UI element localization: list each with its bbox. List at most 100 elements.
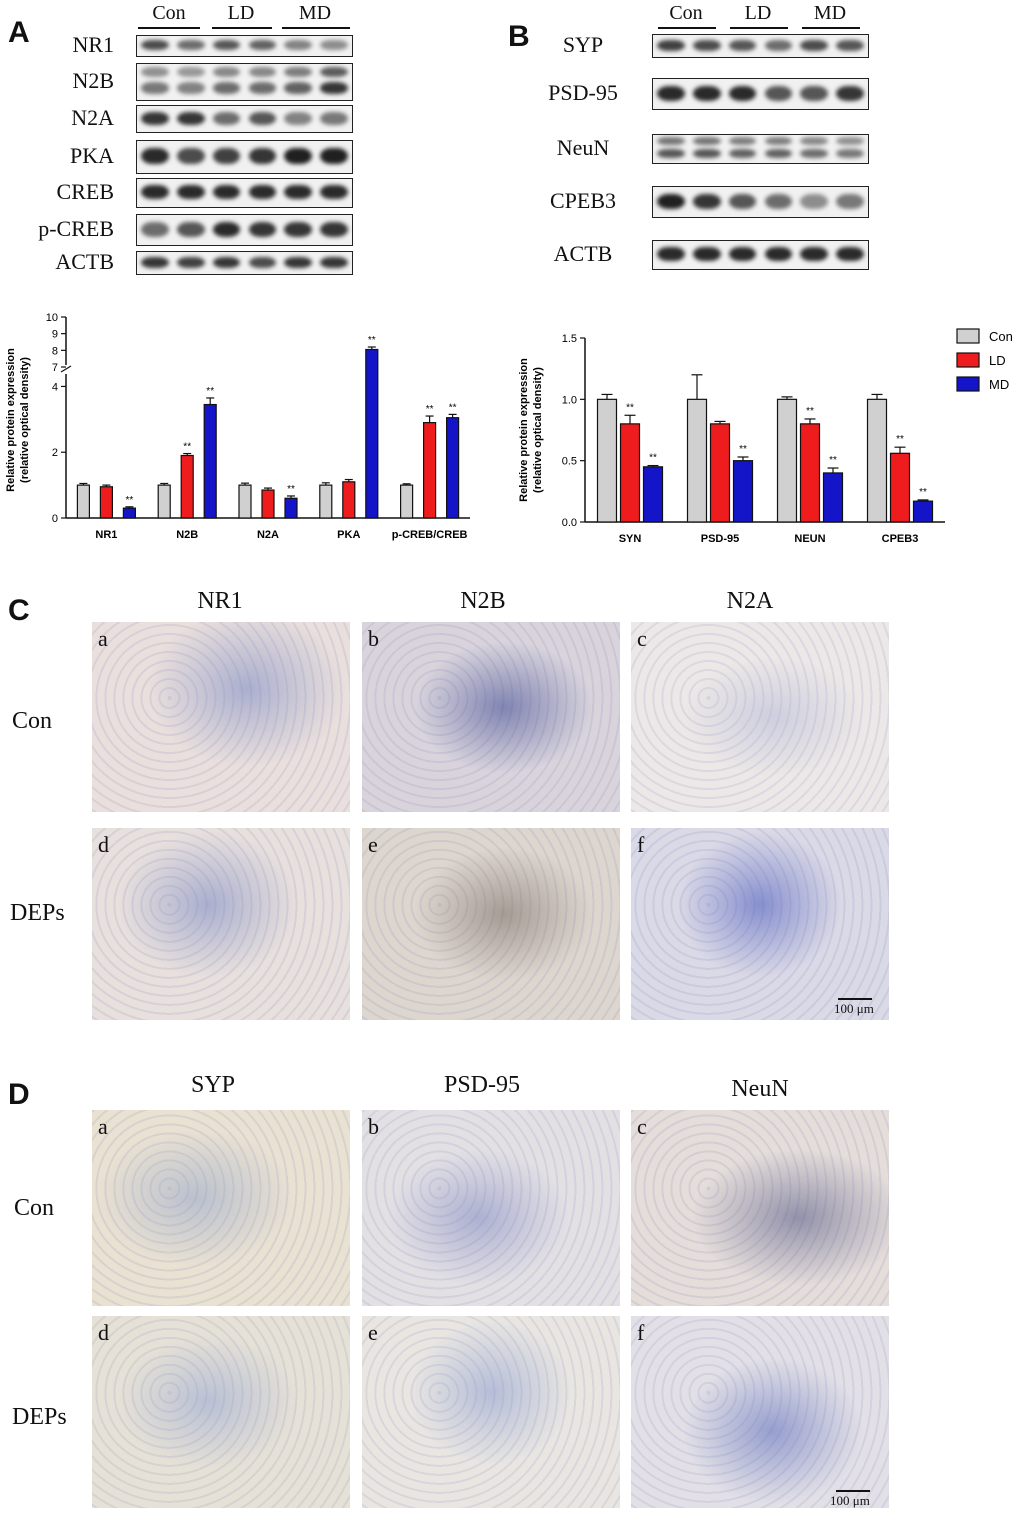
blot-band bbox=[836, 149, 864, 158]
blot-band bbox=[248, 148, 277, 165]
tile-letter: c bbox=[637, 1114, 647, 1139]
tile-letter: d bbox=[98, 832, 109, 857]
panel-d-scale-label: 100 μm bbox=[830, 1493, 870, 1508]
chart-a-category-label: NR1 bbox=[95, 529, 117, 541]
blot-b-group-line-con bbox=[658, 27, 716, 29]
blot-band bbox=[248, 221, 277, 237]
tile-letter: c bbox=[637, 626, 647, 651]
blot-band bbox=[176, 256, 205, 268]
blot-band bbox=[248, 66, 277, 77]
blot-band bbox=[176, 66, 205, 77]
blotA-strip-1 bbox=[136, 63, 353, 101]
blot-band bbox=[248, 111, 277, 125]
blotA-row-label-0: NR1 bbox=[72, 32, 114, 57]
gridC-tile-4: e bbox=[362, 828, 620, 1020]
blot-band bbox=[692, 193, 721, 209]
legend-label-con: Con bbox=[989, 329, 1013, 344]
panel-c-row-con: Con bbox=[12, 708, 53, 734]
chart-a-bar bbox=[76, 484, 91, 519]
blot-band bbox=[764, 149, 793, 158]
chart-b-bar bbox=[822, 472, 844, 523]
blot-a-group-line-md bbox=[282, 27, 350, 29]
chart-a-sig-label: ** bbox=[287, 484, 295, 495]
blot-band bbox=[212, 148, 241, 165]
blot-band bbox=[141, 66, 169, 77]
chart-b-category-label: CPEB3 bbox=[882, 533, 919, 545]
chart-b-bar bbox=[732, 460, 754, 523]
blot-band bbox=[764, 85, 793, 101]
blot-band bbox=[692, 39, 721, 51]
blot-band bbox=[800, 39, 829, 51]
tile-letter: b bbox=[368, 1114, 379, 1139]
blot-band bbox=[248, 40, 277, 51]
panel-label-a: A bbox=[8, 16, 30, 49]
chart-a-ytick-label: 10 bbox=[46, 312, 58, 324]
blotA-strip-4 bbox=[136, 178, 353, 208]
chart-b-bar bbox=[866, 398, 888, 523]
blot-band bbox=[800, 149, 829, 158]
blot-band bbox=[320, 185, 348, 200]
blot-band bbox=[141, 256, 169, 268]
blotB-strip-4 bbox=[652, 240, 869, 270]
blot-band bbox=[657, 247, 685, 262]
legend-label-md: MD bbox=[989, 377, 1009, 392]
blotA-strip-5 bbox=[136, 214, 353, 246]
gridC-tile-2: c bbox=[631, 622, 889, 812]
tile-letter: f bbox=[637, 1320, 645, 1345]
chart-a-ytick-label: 9 bbox=[52, 329, 58, 341]
panel-d-scale-bar bbox=[836, 1490, 870, 1492]
blot-band bbox=[836, 193, 864, 209]
gridC-tile-1: b bbox=[362, 622, 620, 812]
blot-band bbox=[284, 111, 313, 125]
blot-band bbox=[141, 111, 169, 125]
blot-band bbox=[141, 185, 169, 200]
blot-a-group-ld: LD bbox=[227, 2, 255, 24]
chart-b-sig-label: ** bbox=[739, 444, 747, 455]
panel-d-row-deps: DEPs bbox=[12, 1404, 67, 1430]
panel-label-b: B bbox=[508, 20, 530, 53]
gridD-tile-1: b bbox=[362, 1110, 620, 1306]
chart-a: Relative protein expression (relative op… bbox=[5, 312, 470, 541]
blot-band bbox=[284, 148, 313, 165]
panel-label-c: C bbox=[8, 594, 30, 627]
blotB-row-label-0: SYP bbox=[562, 32, 604, 57]
blot-band bbox=[212, 66, 241, 77]
chart-b-bar bbox=[709, 423, 731, 523]
blot-band bbox=[657, 137, 685, 146]
blot-band bbox=[836, 137, 864, 146]
chart-a-bar bbox=[261, 489, 275, 519]
blot-band bbox=[320, 256, 348, 268]
blot-band bbox=[320, 40, 348, 51]
blot-band bbox=[320, 66, 348, 77]
blot-band bbox=[657, 85, 685, 101]
chart-a-sig-label: ** bbox=[183, 442, 191, 453]
chart-b-ylabel-line2: (relative optical density) bbox=[532, 367, 544, 493]
chart-a-ytick-label: 0 bbox=[52, 513, 58, 525]
blot-band bbox=[248, 185, 277, 200]
blot-band bbox=[728, 39, 757, 51]
chart-a-axis-break bbox=[60, 365, 72, 373]
blot-band bbox=[176, 221, 205, 237]
blot-band bbox=[212, 82, 241, 94]
panel-d-col-syp: SYP bbox=[190, 1072, 236, 1098]
chart-a-bar bbox=[400, 484, 414, 519]
blot-band bbox=[836, 247, 864, 262]
blot-band bbox=[320, 148, 348, 165]
chart-a-category-label: PKA bbox=[337, 529, 360, 541]
blot-b-group-ld: LD bbox=[744, 2, 772, 24]
blot-band bbox=[657, 39, 685, 51]
blot-band bbox=[657, 149, 685, 158]
panel-c-col-n2a: N2A bbox=[726, 588, 774, 614]
blot-band bbox=[141, 40, 169, 51]
panel-d-row-con: Con bbox=[14, 1195, 55, 1221]
chart-b-bar bbox=[889, 452, 911, 523]
chart-b-bar bbox=[596, 398, 618, 523]
blot-band bbox=[320, 82, 348, 94]
blotA-row-label-1: N2B bbox=[72, 68, 114, 93]
chart-b-sig-label: ** bbox=[919, 487, 927, 498]
chart-b-sig-label: ** bbox=[896, 434, 904, 445]
chart-a-marks: 0 2 4 7 8 9 10 NR1 ** N2B ** ** N2A ** PKA ** p-CREB/CRE… bbox=[46, 312, 470, 541]
chart-b-sig-label: ** bbox=[626, 402, 634, 413]
blot-band bbox=[764, 137, 793, 146]
blot-band bbox=[657, 193, 685, 209]
